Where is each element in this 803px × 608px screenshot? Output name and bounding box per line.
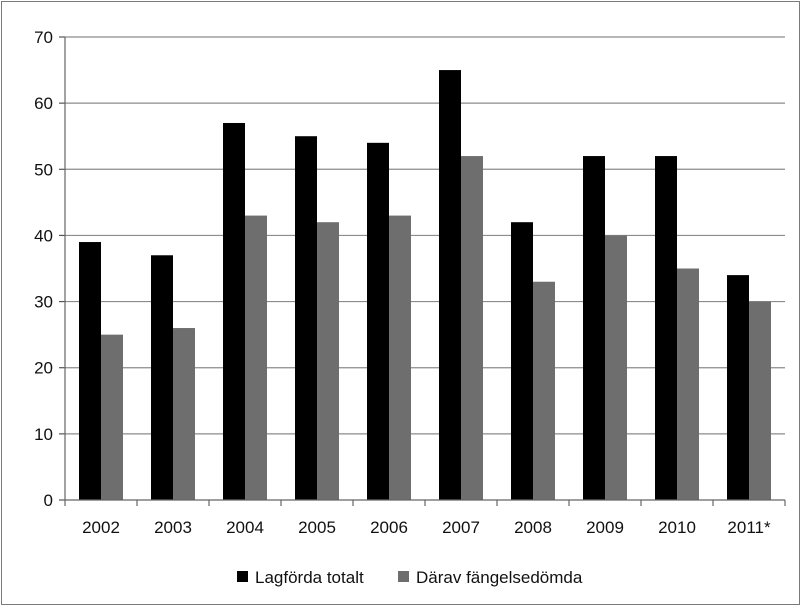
bar-fangelsedomda-2002 — [101, 334, 123, 500]
legend-swatch — [398, 571, 409, 582]
bar-lagforda-2008 — [511, 222, 533, 500]
x-tick-label: 2008 — [514, 518, 552, 537]
bar-lagforda-2002 — [79, 242, 101, 501]
x-tick-label: 2006 — [370, 518, 408, 537]
bar-lagforda-2004 — [223, 122, 245, 500]
x-tick-label: 2011* — [727, 518, 771, 537]
bar-fangelsedomda-2009 — [605, 235, 627, 500]
bar-fangelsedomda-2007 — [461, 156, 483, 501]
bar-fangelsedomda-2010 — [677, 268, 699, 500]
y-tick-label: 50 — [34, 160, 53, 179]
y-tick-label: 10 — [34, 425, 53, 444]
legend-label: Lagförda totalt — [255, 568, 364, 587]
bar-fangelsedomda-2004 — [245, 215, 267, 501]
y-tick-label: 20 — [34, 359, 53, 378]
y-axis-ticks: 0 10 20 30 40 50 60 70 — [34, 28, 65, 510]
bar-lagforda-2003 — [151, 255, 173, 500]
bar-fangelsedomda-2011 — [749, 301, 771, 500]
y-tick-label: 30 — [34, 293, 53, 312]
x-tick-label: 2003 — [154, 518, 192, 537]
x-tick-label: 2009 — [586, 518, 624, 537]
x-tick-label: 2002 — [82, 518, 120, 537]
legend-label: Därav fängelsedömda — [416, 568, 583, 587]
bar-lagforda-2010 — [655, 156, 677, 501]
bars — [79, 70, 771, 501]
bar-fangelsedomda-2003 — [173, 328, 195, 500]
y-tick-label: 40 — [34, 226, 53, 245]
x-tick-label: 2005 — [298, 518, 336, 537]
legend-swatch — [237, 571, 248, 582]
y-tick-label: 70 — [34, 28, 53, 47]
bar-lagforda-2011 — [727, 275, 749, 500]
bar-fangelsedomda-2006 — [389, 215, 411, 501]
x-tick-label: 2007 — [442, 518, 480, 537]
y-tick-label: 60 — [34, 94, 53, 113]
bar-lagforda-2005 — [295, 136, 317, 500]
legend: Lagförda totalt Därav fängelsedömda — [237, 568, 583, 587]
bar-fangelsedomda-2005 — [317, 222, 339, 500]
bar-lagforda-2009 — [583, 156, 605, 501]
x-axis-ticks: 2002 2003 2004 2005 2006 2007 2008 2009 2010 2011… — [64, 500, 786, 537]
x-tick-label: 2010 — [658, 518, 696, 537]
x-tick-label: 2004 — [226, 518, 264, 537]
bar-fangelsedomda-2008 — [533, 281, 555, 500]
bar-lagforda-2006 — [367, 142, 389, 501]
y-tick-label: 0 — [44, 491, 53, 510]
bar-lagforda-2007 — [439, 70, 461, 501]
